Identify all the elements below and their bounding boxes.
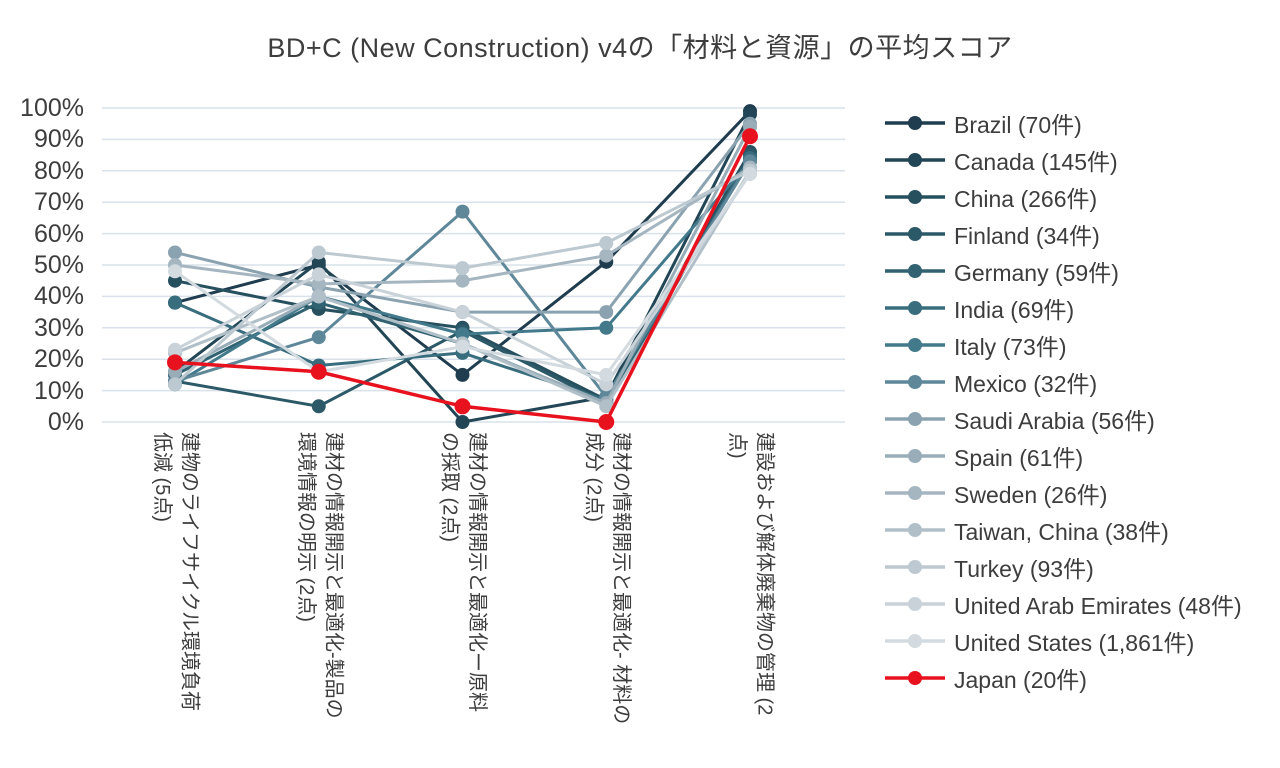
y-axis-tick-label: 50% [33,251,84,279]
y-axis-tick-label: 80% [33,156,84,185]
data-point [168,245,182,260]
data-point [311,245,326,260]
y-axis-tick-label: 70% [33,188,84,217]
data-point [599,399,614,414]
legend-line-marker-icon [885,633,945,648]
data-point [168,295,182,310]
data-point [455,339,470,354]
legend-item: Japan (20件) [884,659,1242,696]
x-axis-category-label: 建材の情報開示と最適化- 材料の 成分 (2点) [582,432,632,725]
legend-label: Germany (59件) [954,259,1119,286]
data-point [168,264,182,279]
data-point [168,342,182,357]
legend-label: United States (1,861件) [954,629,1195,656]
legend-label: India (69件) [954,296,1075,323]
legend-label: Brazil (70件) [954,111,1082,138]
legend-label: Canada (145件) [954,148,1118,175]
x-axis-category-label: 建材の情報開示と最適化ー原料 の採取 (2点) [438,432,489,712]
legend-label: Mexico (32件) [954,370,1098,397]
legend-line-marker-icon [885,226,945,241]
data-point [168,377,182,392]
legend-label: Taiwan, China (38件) [954,518,1169,545]
x-axis-category-label: 建物のライフサイクル環境負荷 低減 (5点) [151,432,201,711]
legend-item: Mexico (32件) [884,363,1242,400]
y-axis-tick-label: 100% [20,94,84,122]
y-axis-tick-label: 20% [33,345,84,374]
legend-line-marker-icon [885,522,945,537]
legend-line-marker-icon [885,448,945,463]
legend-line-marker-icon [885,115,945,130]
data-point [599,248,614,263]
legend-item: Finland (34件) [884,215,1242,252]
legend-item: Germany (59件) [884,252,1242,289]
legend-item: Taiwan, China (38件) [884,511,1242,548]
legend-line-marker-icon [885,374,945,389]
legend-item: United States (1,861件) [884,622,1242,659]
legend-label: Spain (61件) [954,444,1084,471]
data-point [455,415,470,429]
data-point [455,273,470,288]
legend-item: China (266件) [884,178,1242,215]
y-axis-tick-label: 40% [33,282,84,311]
legend-line-marker-icon [885,559,945,574]
legend-label: Sweden (26件) [954,481,1108,508]
y-axis-tick-label: 10% [33,376,84,405]
legend-line-marker-icon [885,596,945,611]
legend-line-marker-icon [885,411,945,426]
legend-line-marker-icon [885,485,945,500]
legend-line-marker-icon [885,263,945,278]
chart-legend: Brazil (70件) Canada (145件) China (266件) Fin… [884,104,1242,696]
data-point [455,261,470,276]
x-axis-category-label: 建材の情報開示と最適化-製品の 環境情報の明示 (2点) [294,432,345,719]
data-point [455,305,470,320]
legend-label: China (266件) [954,185,1098,212]
legend-item: Spain (61件) [884,437,1242,474]
data-point [311,267,326,282]
data-point [742,128,758,145]
legend-label: Japan (20件) [954,666,1087,693]
data-point [311,399,326,414]
legend-item: Sweden (26件) [884,474,1242,511]
data-point [454,398,471,415]
data-point [311,330,326,345]
legend-line-marker-icon [885,152,945,167]
legend-item: United Arab Emirates (48件) [884,585,1242,622]
data-point [167,354,183,371]
legend-line-marker-icon [885,670,945,685]
legend-item: Italy (73件) [884,326,1242,363]
data-point [455,367,470,382]
legend-item: Canada (145件) [884,141,1242,178]
data-point [599,236,614,251]
y-axis-tick-label: 0% [47,408,84,436]
x-axis-category-label: 建設および解体廃棄物の管理 (2 点) [726,432,776,716]
legend-line-marker-icon [885,300,945,315]
data-point [310,363,327,380]
legend-label: Finland (34件) [954,222,1100,249]
legend-item: Brazil (70件) [884,104,1242,141]
legend-item: Turkey (93件) [884,548,1242,585]
legend-item: India (69件) [884,289,1242,326]
data-point [599,367,614,382]
legend-label: Saudi Arabia (56件) [954,407,1155,434]
y-axis-tick-label: 30% [33,313,84,342]
data-point [455,204,470,219]
chart-title: BD+C (New Construction) v4の「材料と資源」の平均スコア [267,33,1013,63]
y-axis-tick-label: 90% [33,125,84,154]
y-axis-tick-label: 60% [33,219,84,248]
legend-label: Italy (73件) [954,333,1067,360]
legend-label: Turkey (93件) [954,555,1094,582]
data-point [598,414,615,430]
series-japan [167,128,758,430]
data-point [599,320,614,335]
data-point [311,289,326,304]
legend-line-marker-icon [885,189,945,204]
legend-label: United Arab Emirates (48件) [954,592,1242,619]
legend-item: Saudi Arabia (56件) [884,400,1242,437]
legend-line-marker-icon [885,337,945,352]
data-point [599,305,614,320]
data-point [743,166,757,181]
